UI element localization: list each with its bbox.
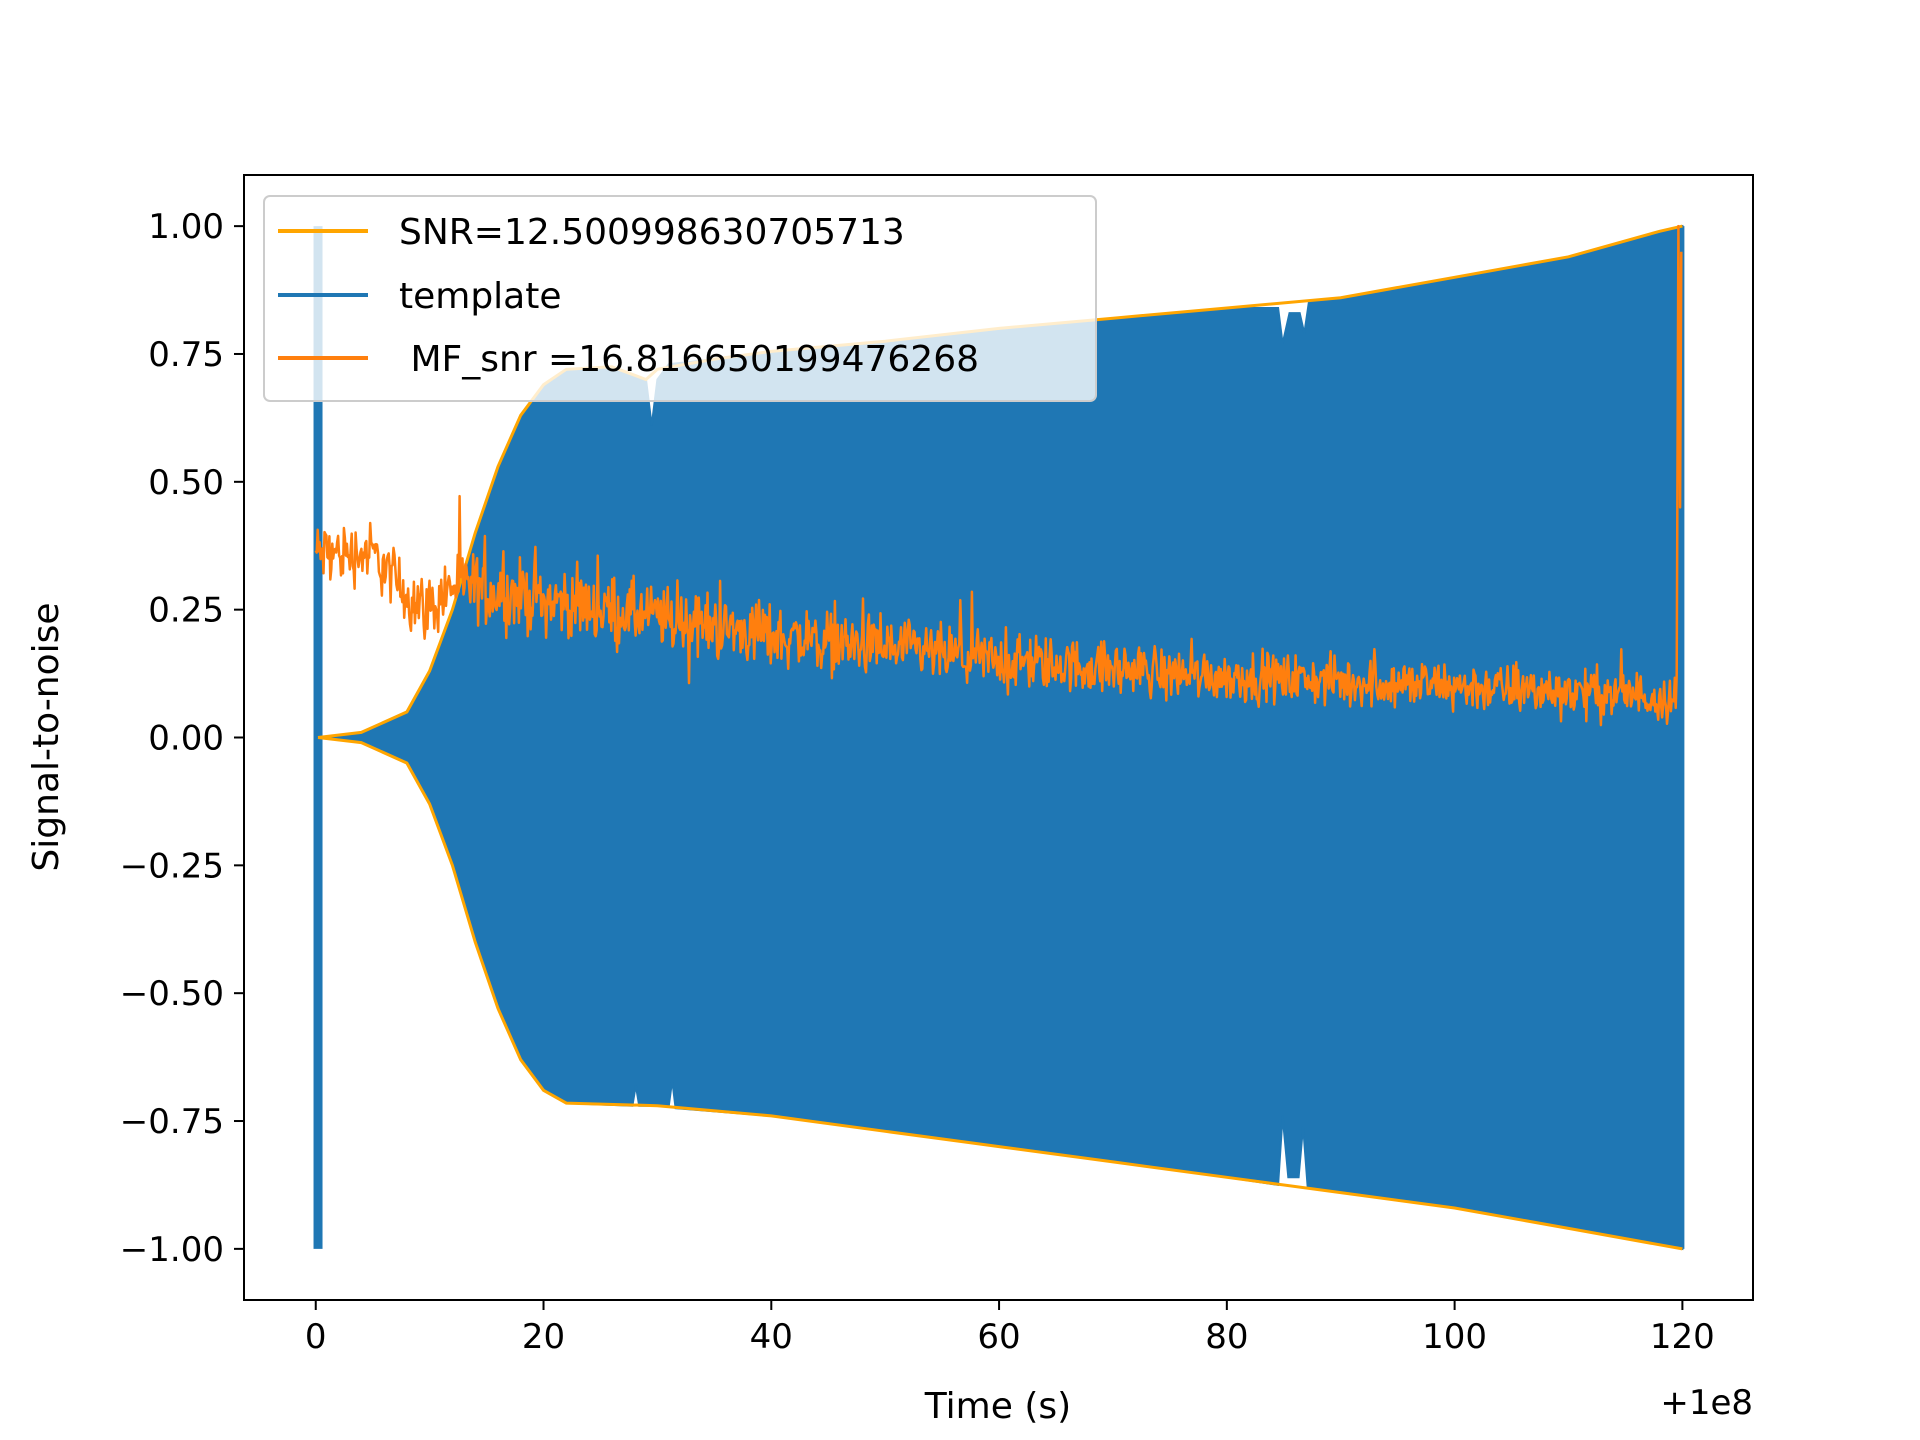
- legend: SNR=12.500998630705713 template MF_snr =…: [263, 195, 1097, 402]
- legend-label-snr: SNR=12.500998630705713: [399, 212, 905, 253]
- y-tick-label: −0.75: [120, 1102, 224, 1142]
- y-tick-label: 0.25: [148, 591, 224, 631]
- x-tick-label: 100: [1422, 1317, 1487, 1357]
- x-tick-label: 40: [750, 1317, 793, 1357]
- x-axis: 0 20 40 60 80 100 120: [305, 1300, 1715, 1357]
- mf-snr-series: [314, 224, 1683, 727]
- x-tick-label: 120: [1650, 1317, 1715, 1357]
- legend-label-mf-snr: MF_snr =16.816650199476268: [399, 339, 979, 380]
- y-axis-label: Signal-to-noise: [26, 602, 67, 871]
- y-tick-label: 0.50: [148, 463, 224, 503]
- snr-series-lower-envelope: [317, 736, 1683, 1251]
- y-tick-label: 1.00: [148, 207, 224, 247]
- y-axis: 1.00 0.75 0.50 0.25 0.00 −0.25 −0.50 −0.75 −1.00: [120, 207, 244, 1270]
- plot-area: [313, 224, 1685, 1251]
- y-tick-label: −1.00: [120, 1230, 224, 1270]
- x-tick-label: 80: [1205, 1317, 1248, 1357]
- legend-box: [263, 195, 1097, 402]
- y-tick-label: 0.00: [148, 719, 224, 759]
- y-tick-label: 0.75: [148, 335, 224, 375]
- y-tick-label: −0.25: [120, 846, 224, 886]
- legend-label-template: template: [399, 276, 562, 317]
- y-tick-label: −0.50: [120, 974, 224, 1014]
- x-axis-label: Time (s): [924, 1386, 1071, 1427]
- x-tick-label: 20: [522, 1317, 565, 1357]
- x-axis-offset-label: +1e8: [1660, 1383, 1753, 1423]
- x-tick-label: 0: [305, 1317, 327, 1357]
- x-tick-label: 60: [977, 1317, 1020, 1357]
